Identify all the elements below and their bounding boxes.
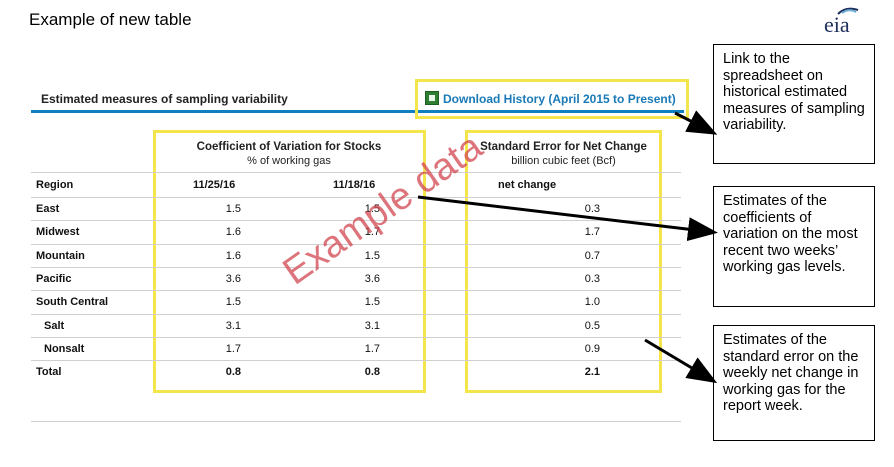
row-divider [31,360,681,361]
region-cell: Total [36,366,62,378]
region-cell: Midwest [36,226,80,238]
row-divider [31,337,681,338]
date2-column-header: 11/18/16 [333,179,376,191]
cv-note-box: Estimates of the coefficients of variati… [713,186,875,307]
net-change-se-cell: 0.9 [584,343,600,355]
cv-header-subtitle: % of working gas [247,155,331,167]
cv-current-cell: 1.5 [225,203,241,215]
net-change-se-cell: 0.3 [584,273,600,285]
table-bottom-divider [31,421,681,422]
cv-previous-cell: 1.7 [364,343,380,355]
cv-previous-cell: 1.5 [364,203,380,215]
header-divider [31,172,681,173]
page-title: Example of new table [29,10,192,29]
cv-header: Coefficient of Variation for Stocks % of… [160,141,418,167]
net-change-se-cell: 0.5 [584,320,600,332]
row-divider [31,197,681,198]
cv-current-cell: 1.6 [225,250,241,262]
net-change-column-header: net change [498,179,557,191]
link-note-text: Link to the spreadsheet on historical es… [723,51,865,133]
se-header: Standard Error for Net Change billion cu… [468,141,659,167]
net-change-se-cell: 2.1 [584,366,600,378]
cv-previous-cell: 1.5 [364,250,380,262]
row-divider [31,267,681,268]
section-divider [31,110,684,113]
cv-previous-cell: 0.8 [364,366,380,378]
date1-column-header: 11/25/16 [193,179,236,191]
spreadsheet-icon [425,91,439,105]
cv-current-cell: 1.6 [225,226,241,238]
row-divider [31,244,681,245]
section-title: Estimated measures of sampling variabili… [41,92,288,106]
row-divider [31,290,681,291]
net-change-se-cell: 1.7 [584,226,600,238]
download-history-label: Download History (April 2015 to Present) [443,92,676,106]
download-highlight-box [415,79,689,119]
region-cell: Pacific [36,273,72,285]
se-note-text: Estimates of the standard error on the w… [723,332,859,414]
link-note-arrow [674,110,718,135]
region-cell: Mountain [36,250,85,262]
net-change-se-cell: 0.7 [584,250,600,262]
region-column-header: Region [36,179,74,191]
region-cell: South Central [36,296,109,308]
logo-text: eia [824,12,850,37]
cv-previous-cell: 1.5 [364,296,380,308]
cv-current-cell: 3.6 [225,273,241,285]
eia-logo: eia [822,4,866,38]
cv-previous-cell: 3.6 [364,273,380,285]
cv-header-title: Coefficient of Variation for Stocks [196,141,382,153]
link-note-box: Link to the spreadsheet on historical es… [713,44,875,164]
cv-note-text: Estimates of the coefficients of variati… [723,193,858,275]
row-divider [31,314,681,315]
region-cell: Salt [44,320,65,332]
cv-previous-cell: 1.7 [364,226,380,238]
eia-logo-arc-icon [837,7,859,15]
se-note-arrow [644,338,718,384]
cv-highlight-box [153,130,426,393]
cv-previous-cell: 3.1 [364,320,380,332]
se-header-title: Standard Error for Net Change [480,141,647,153]
region-cell: East [36,203,60,215]
se-highlight-box [465,130,662,393]
cv-current-cell: 3.1 [225,320,241,332]
se-note-box: Estimates of the standard error on the w… [713,325,875,441]
cv-current-cell: 1.7 [225,343,241,355]
download-history-link[interactable]: Download History (April 2015 to Present) [425,91,676,106]
cv-current-cell: 0.8 [225,366,241,378]
cv-note-arrow [417,195,718,242]
row-divider [31,220,681,221]
net-change-se-cell: 1.0 [584,296,600,308]
region-cell: Nonsalt [44,343,85,355]
net-change-se-cell: 0.3 [584,203,600,215]
cv-current-cell: 1.5 [225,296,241,308]
se-header-subtitle: billion cubic feet (Bcf) [511,155,616,167]
